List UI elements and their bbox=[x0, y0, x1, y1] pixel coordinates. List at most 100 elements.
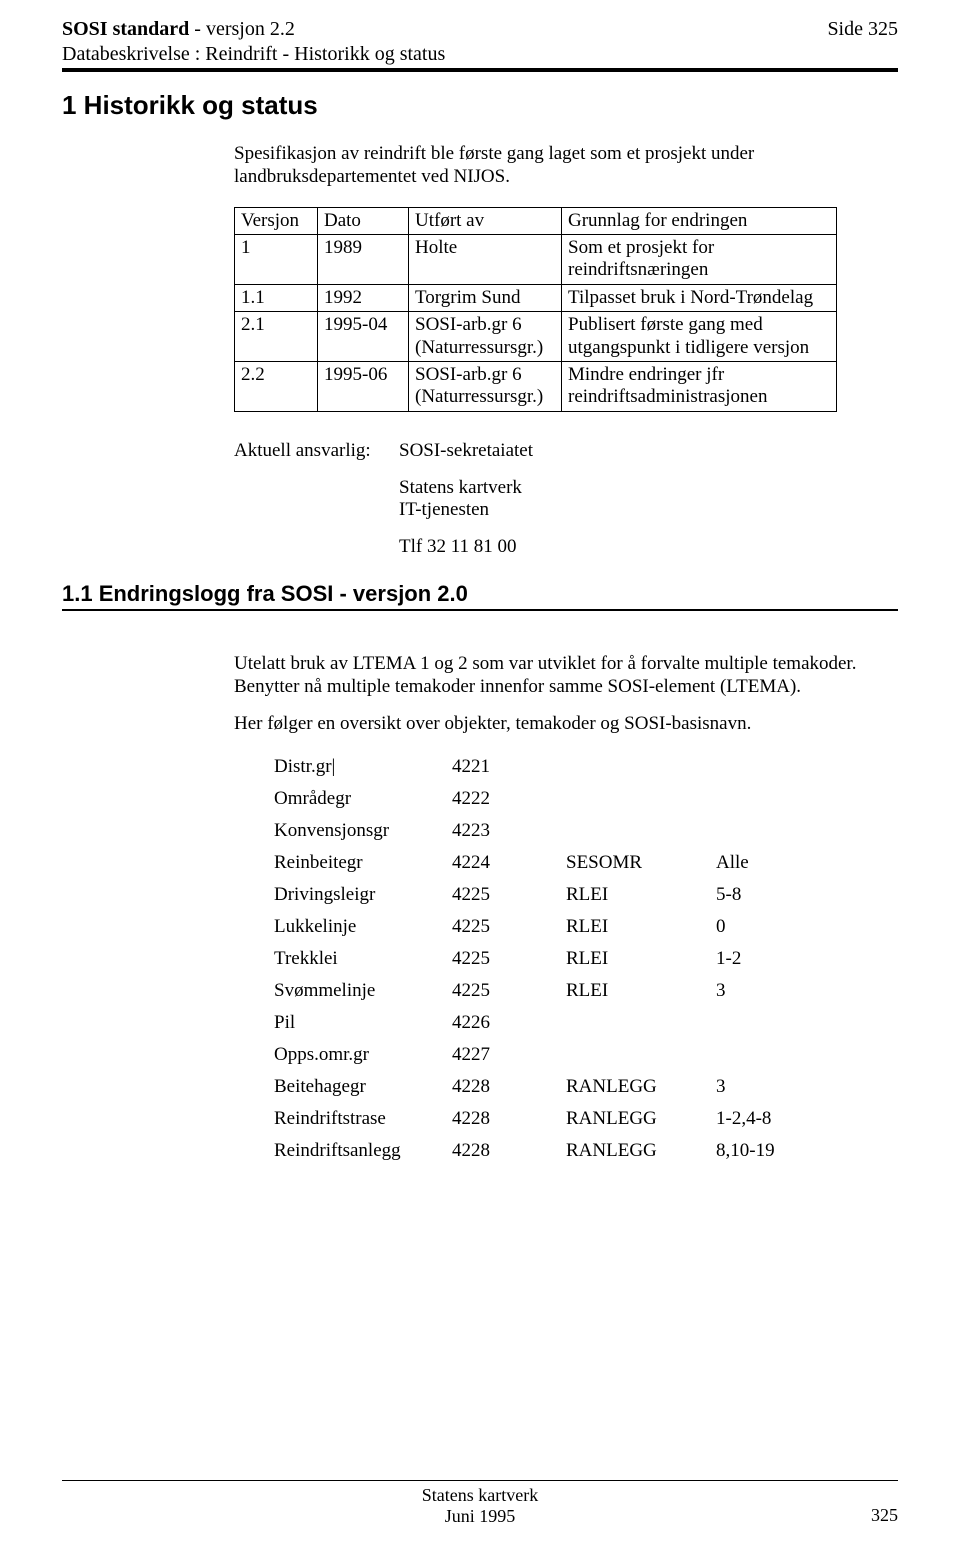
cell: 1995-04 bbox=[318, 312, 409, 362]
cell: 5-8 bbox=[716, 879, 816, 911]
cell: RANLEGG bbox=[566, 1135, 716, 1167]
cell: RLEI bbox=[566, 911, 716, 943]
version-history-table: Versjon Dato Utført av Grunnlag for endr… bbox=[234, 207, 837, 412]
cell: 4225 bbox=[452, 879, 566, 911]
cell: 0 bbox=[716, 911, 816, 943]
table-row: Trekklei4225RLEI1-2 bbox=[274, 943, 816, 975]
table-row: Pil4226 bbox=[274, 1007, 816, 1039]
table-row: Reindriftsanlegg4228RANLEGG8,10-19 bbox=[274, 1135, 816, 1167]
cell: Holte bbox=[409, 235, 562, 285]
cell: Distr.gr| bbox=[274, 751, 452, 783]
cell: 1989 bbox=[318, 235, 409, 285]
cell: Svømmelinje bbox=[274, 975, 452, 1007]
cell: 4225 bbox=[452, 911, 566, 943]
cell: Konvensjonsgr bbox=[274, 815, 452, 847]
table-row: Reindriftstrase4228RANLEGG1-2,4-8 bbox=[274, 1103, 816, 1135]
header-left: SOSI standard - versjon 2.2 bbox=[62, 18, 295, 41]
contact-label: Aktuell ansvarlig: bbox=[234, 440, 399, 463]
contact-org2: IT-tjenesten bbox=[399, 499, 898, 522]
contact-phone: Tlf 32 11 81 00 bbox=[399, 536, 898, 559]
table-row: 2.2 1995-06 SOSI-arb.gr 6(Naturressursgr… bbox=[235, 362, 837, 412]
table-row: Beitehagegr4228RANLEGG3 bbox=[274, 1071, 816, 1103]
table-row: Reinbeitegr4224SESOMRAlle bbox=[274, 847, 816, 879]
col-grunnlag: Grunnlag for endringen bbox=[562, 207, 837, 234]
section-1-1-heading: 1.1 Endringslogg fra SOSI - versjon 2.0 bbox=[62, 581, 898, 607]
cell bbox=[716, 783, 816, 815]
cell: Trekklei bbox=[274, 943, 452, 975]
cell: RANLEGG bbox=[566, 1103, 716, 1135]
doc-title-bold: SOSI standard bbox=[62, 18, 189, 40]
section-1-1-p2: Her følger en oversikt over objekter, te… bbox=[234, 713, 888, 736]
cell: 1995-06 bbox=[318, 362, 409, 412]
cell bbox=[716, 751, 816, 783]
cell bbox=[566, 751, 716, 783]
cell: Reindriftsanlegg bbox=[274, 1135, 452, 1167]
col-utfort: Utført av bbox=[409, 207, 562, 234]
contact-responsible: Aktuell ansvarlig: SOSI-sekretaiatet bbox=[234, 440, 898, 463]
cell bbox=[716, 1039, 816, 1071]
codes-table: Distr.gr|4221 Områdegr4222 Konvensjonsgr… bbox=[274, 751, 816, 1167]
cell: 4224 bbox=[452, 847, 566, 879]
footer-date: Juni 1995 bbox=[0, 1506, 960, 1528]
table-row: 1 1989 Holte Som et prosjekt for reindri… bbox=[235, 235, 837, 285]
cell: 4226 bbox=[452, 1007, 566, 1039]
cell: Publisert første gang med utgangspunkt i… bbox=[562, 312, 837, 362]
cell: 4222 bbox=[452, 783, 566, 815]
cell: Beitehagegr bbox=[274, 1071, 452, 1103]
col-versjon: Versjon bbox=[235, 207, 318, 234]
page-side-label: Side 325 bbox=[827, 18, 898, 41]
contact-name: SOSI-sekretaiatet bbox=[399, 440, 533, 463]
table-row: Områdegr4222 bbox=[274, 783, 816, 815]
page: SOSI standard - versjon 2.2 Side 325 Dat… bbox=[0, 0, 960, 1544]
cell bbox=[566, 783, 716, 815]
cell: Drivingsleigr bbox=[274, 879, 452, 911]
cell: SOSI-arb.gr 6(Naturressursgr.) bbox=[409, 312, 562, 362]
cell: 1992 bbox=[318, 284, 409, 311]
cell: Lukkelinje bbox=[274, 911, 452, 943]
cell: 1 bbox=[235, 235, 318, 285]
cell: 1-2 bbox=[716, 943, 816, 975]
contact-block: Aktuell ansvarlig: SOSI-sekretaiatet Sta… bbox=[234, 440, 898, 559]
doc-title-version: - versjon 2.2 bbox=[189, 18, 295, 40]
section-1-1-p1: Utelatt bruk av LTEMA 1 og 2 som var utv… bbox=[234, 653, 888, 699]
cell: Opps.omr.gr bbox=[274, 1039, 452, 1071]
table-row: Konvensjonsgr4223 bbox=[274, 815, 816, 847]
page-footer: Statens kartverk Juni 1995 bbox=[0, 1480, 960, 1528]
footer-rule bbox=[62, 1480, 898, 1481]
cell: RLEI bbox=[566, 943, 716, 975]
col-dato: Dato bbox=[318, 207, 409, 234]
cell: 4228 bbox=[452, 1135, 566, 1167]
table-header-row: Versjon Dato Utført av Grunnlag for endr… bbox=[235, 207, 837, 234]
cell: Mindre endringer jfr reindriftsadministr… bbox=[562, 362, 837, 412]
contact-org1: Statens kartverk bbox=[399, 477, 898, 500]
table-row: Opps.omr.gr4227 bbox=[274, 1039, 816, 1071]
footer-org: Statens kartverk bbox=[0, 1485, 960, 1507]
table-row: 2.1 1995-04 SOSI-arb.gr 6(Naturressursgr… bbox=[235, 312, 837, 362]
page-header: SOSI standard - versjon 2.2 Side 325 bbox=[62, 18, 898, 41]
cell: 2.2 bbox=[235, 362, 318, 412]
cell: 4228 bbox=[452, 1071, 566, 1103]
cell: RANLEGG bbox=[566, 1071, 716, 1103]
cell: Torgrim Sund bbox=[409, 284, 562, 311]
section-1-1-rule bbox=[62, 609, 898, 611]
cell: 8,10-19 bbox=[716, 1135, 816, 1167]
cell: 4228 bbox=[452, 1103, 566, 1135]
cell: Reindriftstrase bbox=[274, 1103, 452, 1135]
cell bbox=[566, 1039, 716, 1071]
header-subtitle: Databeskrivelse : Reindrift - Historikk … bbox=[62, 43, 898, 66]
cell bbox=[566, 1007, 716, 1039]
table-row: Drivingsleigr4225RLEI5-8 bbox=[274, 879, 816, 911]
cell: 1.1 bbox=[235, 284, 318, 311]
cell: Pil bbox=[274, 1007, 452, 1039]
table-row: 1.1 1992 Torgrim Sund Tilpasset bruk i N… bbox=[235, 284, 837, 311]
section-1-heading: 1 Historikk og status bbox=[62, 90, 898, 121]
section-1-intro: Spesifikasjon av reindrift ble første ga… bbox=[234, 143, 888, 189]
cell: SESOMR bbox=[566, 847, 716, 879]
cell: Tilpasset bruk i Nord-Trøndelag bbox=[562, 284, 837, 311]
cell: SOSI-arb.gr 6(Naturressursgr.) bbox=[409, 362, 562, 412]
cell: 4223 bbox=[452, 815, 566, 847]
cell: Reinbeitegr bbox=[274, 847, 452, 879]
cell: 1-2,4-8 bbox=[716, 1103, 816, 1135]
cell: 4227 bbox=[452, 1039, 566, 1071]
cell: 4221 bbox=[452, 751, 566, 783]
